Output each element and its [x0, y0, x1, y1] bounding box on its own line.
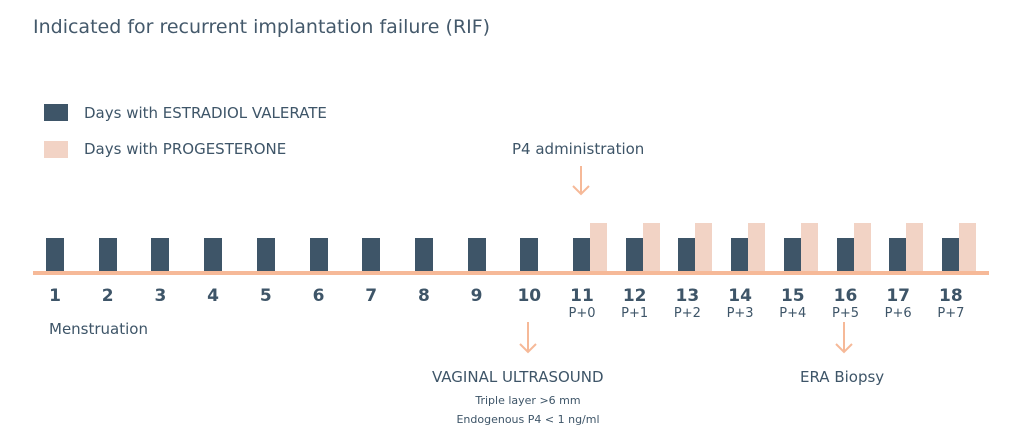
progesterone-day-label: P+2 [673, 306, 701, 321]
down-arrow-icon [572, 166, 590, 196]
legend-label-progesterone: Days with PROGESTERONE [84, 140, 287, 158]
page-title: Indicated for recurrent implantation fai… [33, 16, 491, 38]
estradiol-bar-day-1 [46, 238, 64, 271]
day-label: 18 [939, 286, 963, 306]
p4-administration-label: P4 administration [512, 140, 645, 158]
estradiol-bar-day-13 [678, 238, 697, 271]
day-label: 9 [470, 286, 483, 306]
progesterone-day-label: P+3 [726, 306, 754, 321]
estradiol-bar-day-3 [151, 238, 170, 271]
timeline-axis [33, 271, 989, 275]
day-label: 5 [259, 286, 272, 306]
day-label: 6 [312, 286, 325, 306]
day-label: 17 [886, 286, 911, 306]
legend-swatch-estradiol [44, 104, 68, 121]
day-label: 4 [207, 286, 220, 306]
estradiol-bar-day-14 [731, 238, 750, 271]
estradiol-bar-day-12 [625, 238, 644, 271]
estradiol-bar-day-18 [941, 238, 960, 271]
estradiol-bar-day-17 [889, 238, 908, 271]
day-label: 7 [365, 286, 378, 306]
progesterone-day-label: P+0 [568, 306, 596, 321]
day-label: 2 [101, 286, 114, 306]
triple-layer-note: Triple layer >6 mm [475, 394, 581, 407]
estradiol-bar-day-9 [467, 238, 486, 271]
progesterone-bar-day-16 [853, 223, 871, 271]
progesterone-day-label: P+4 [779, 306, 807, 321]
day-label: 14 [728, 286, 752, 306]
estradiol-bar-day-15 [783, 238, 802, 271]
progesterone-bar-day-18 [958, 223, 976, 271]
estradiol-bar-day-10 [520, 238, 539, 271]
day-label: 1 [49, 286, 61, 306]
progesterone-day-label: P+5 [831, 306, 859, 321]
progesterone-bar-day-15 [800, 223, 818, 271]
estradiol-bar-day-8 [414, 238, 433, 271]
progesterone-day-label: P+1 [621, 306, 649, 321]
progesterone-bar-day-13 [695, 223, 713, 271]
down-arrow-icon [519, 322, 537, 354]
day-label: 16 [833, 286, 858, 306]
progesterone-bar-day-14 [748, 223, 766, 271]
estradiol-bar-day-11 [573, 238, 591, 271]
progesterone-bar-day-11 [590, 223, 607, 271]
era-biopsy-label: ERA Biopsy [800, 368, 885, 386]
progesterone-bar-day-12 [642, 223, 660, 271]
vaginal-ultrasound-label: VAGINAL ULTRASOUND [432, 368, 604, 386]
day-label: 8 [417, 286, 430, 306]
endogenous-p4-note: Endogenous P4 < 1 ng/ml [456, 413, 600, 426]
estradiol-bar-day-2 [98, 238, 117, 271]
day-label: 12 [622, 286, 647, 306]
day-label: 3 [154, 286, 167, 306]
estradiol-bar-day-4 [204, 238, 223, 271]
estradiol-bar-day-16 [836, 238, 855, 271]
progesterone-day-label: P+7 [937, 306, 965, 321]
estradiol-bar-day-5 [256, 238, 275, 271]
legend-label-estradiol: Days with ESTRADIOL VALERATE [84, 104, 327, 122]
down-arrow-icon [835, 322, 853, 354]
progesterone-bar-day-17 [906, 223, 924, 271]
day-label: 11 [570, 286, 594, 306]
estradiol-bar-day-6 [309, 238, 328, 271]
progesterone-day-label: P+6 [884, 306, 912, 321]
legend-swatch-progesterone [44, 141, 68, 158]
day-label: 15 [780, 286, 805, 306]
day-label: 13 [675, 286, 700, 306]
menstruation-label: Menstruation [49, 320, 148, 338]
day-label: 10 [517, 286, 542, 306]
estradiol-bar-day-7 [362, 238, 381, 271]
